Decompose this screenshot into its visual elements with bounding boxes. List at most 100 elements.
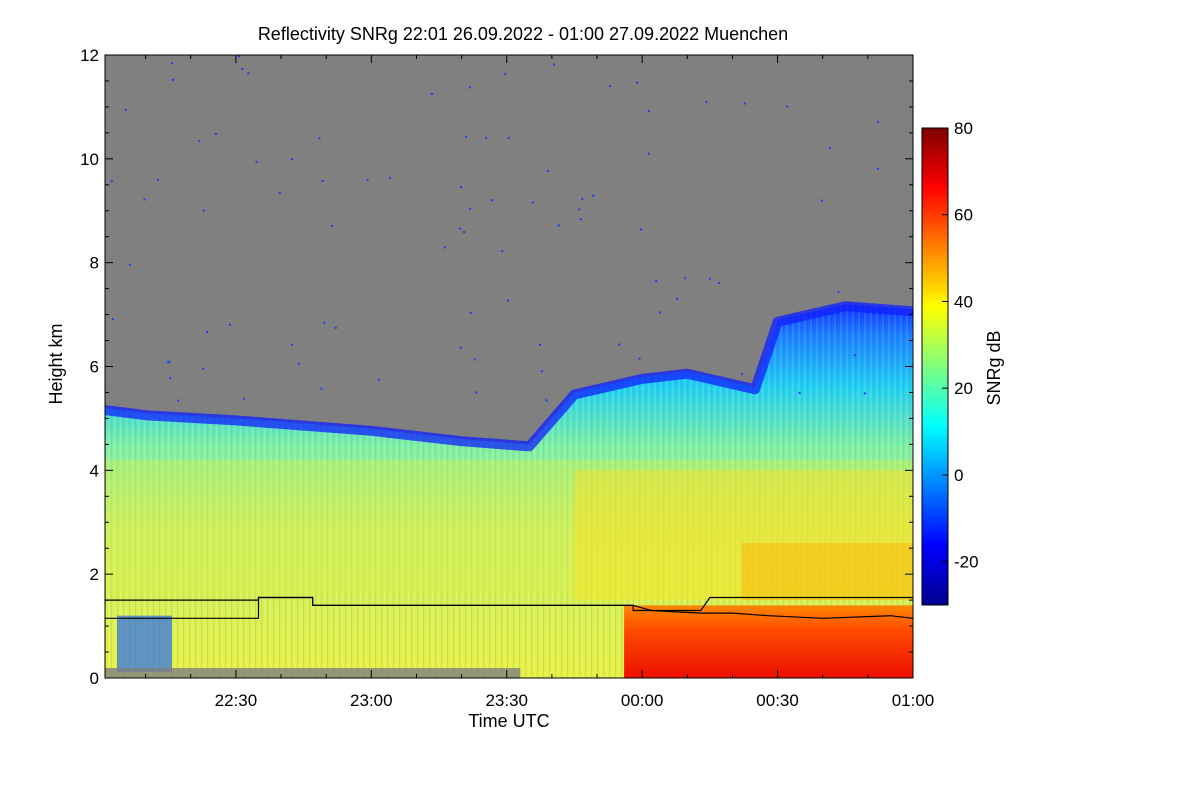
- noise-speckle: [459, 227, 462, 230]
- noise-speckle: [110, 180, 113, 183]
- noise-speckle: [330, 224, 333, 227]
- melting-layer-band: [574, 470, 913, 601]
- noise-speckle: [459, 346, 462, 349]
- noise-speckle: [708, 277, 711, 280]
- colorbar: -20 0 20 40 60 80 SNRg dB: [921, 119, 1004, 606]
- noise-speckle: [475, 391, 478, 394]
- noise-speckle: [229, 323, 232, 326]
- plot-area: [105, 55, 913, 678]
- colorbar-tick-label: 60: [954, 206, 973, 225]
- y-tick-label: 6: [90, 358, 99, 377]
- y-tick-label: 4: [90, 461, 99, 480]
- noise-speckle: [168, 360, 171, 363]
- noise-speckle: [291, 158, 294, 160]
- noise-speckle: [318, 137, 321, 140]
- noise-speckle: [507, 136, 510, 139]
- surface-clutter: [105, 668, 521, 678]
- noise-speckle: [241, 68, 244, 70]
- noise-speckle: [876, 168, 879, 170]
- lower-cloud-band: [105, 459, 913, 595]
- noise-speckle: [473, 358, 476, 361]
- noise-speckle: [853, 354, 856, 357]
- y-tick-label: 12: [80, 46, 99, 65]
- noise-speckle: [278, 191, 281, 194]
- y-tick-label: 8: [90, 254, 99, 273]
- noise-speckle: [501, 250, 504, 253]
- noise-speckle: [539, 344, 541, 346]
- noise-speckle: [171, 62, 174, 65]
- colorbar-tick-label: 20: [954, 379, 973, 398]
- noise-speckle: [504, 73, 507, 76]
- upper-rain-band: [741, 543, 913, 601]
- noise-speckle: [460, 186, 463, 189]
- noise-speckle: [837, 290, 840, 293]
- noise-speckle: [206, 330, 209, 333]
- noise-speckle: [639, 228, 642, 231]
- x-tick-label: 00:00: [621, 691, 664, 710]
- noise-speckle: [655, 280, 658, 282]
- noise-speckle: [705, 100, 708, 103]
- noise-speckles: [110, 55, 880, 402]
- noise-speckle: [676, 297, 679, 300]
- noise-speckle: [579, 218, 582, 221]
- noise-speckle: [659, 311, 662, 314]
- noise-speckle: [638, 357, 641, 360]
- noise-speckle: [741, 373, 744, 376]
- noise-speckle: [469, 312, 472, 314]
- noise-speckle: [214, 132, 217, 135]
- cloud-top-edge: [105, 301, 913, 452]
- colorbar-ticks: -20 0 20 40 60 80: [942, 119, 979, 572]
- noise-speckle: [647, 110, 650, 112]
- noise-speckle: [829, 147, 832, 149]
- x-tick-label: 22:30: [215, 691, 258, 710]
- noise-speckle: [820, 199, 823, 202]
- noise-speckle: [541, 370, 544, 373]
- noise-speckle: [202, 367, 205, 370]
- noise-speckle: [124, 108, 127, 111]
- noise-speckle: [128, 263, 131, 266]
- noise-speckle: [553, 63, 556, 66]
- noise-speckle: [463, 231, 466, 234]
- x-axis-label: Time UTC: [468, 711, 549, 731]
- noise-speckle: [366, 179, 369, 182]
- noise-speckle: [321, 180, 324, 182]
- noise-speckle: [877, 120, 880, 123]
- noise-speckle: [198, 139, 201, 142]
- noise-speckle: [636, 81, 639, 84]
- cloud-fall-streaks: [105, 304, 913, 678]
- rain-below-melting-layer: [624, 605, 913, 678]
- noise-speckle: [143, 198, 146, 201]
- noise-speckle: [177, 399, 180, 402]
- noise-speckle: [377, 378, 380, 381]
- noise-speckle: [297, 362, 300, 365]
- noise-speckle: [743, 102, 746, 105]
- colorbar-tick-label: 80: [954, 119, 973, 138]
- y-tick-label: 10: [80, 150, 99, 169]
- noise-speckle: [320, 387, 323, 390]
- noise-speckle: [618, 343, 621, 346]
- series-line-2: [105, 596, 913, 619]
- colorbar-label: SNRg dB: [984, 330, 1004, 405]
- noise-speckle: [167, 361, 170, 364]
- y-tick-label: 0: [90, 669, 99, 688]
- noise-speckle: [468, 86, 471, 89]
- y-axis-label: Height km: [46, 323, 66, 404]
- noise-speckle: [863, 392, 866, 395]
- noise-speckle: [202, 209, 205, 212]
- noise-speckle: [290, 343, 293, 346]
- x-axis: 22:30 23:00 23:30 00:00 00:30 01:00: [145, 55, 934, 710]
- noise-speckle: [647, 152, 650, 155]
- noise-speckle: [786, 105, 789, 108]
- chart-title: Reflectivity SNRg 22:01 26.09.2022 - 01:…: [258, 24, 788, 44]
- noise-speckle: [238, 55, 240, 58]
- noise-speckle: [389, 176, 392, 179]
- series-lines: [105, 596, 913, 619]
- noise-speckle: [609, 85, 612, 87]
- noise-speckle: [491, 199, 494, 202]
- noise-speckle: [485, 137, 488, 140]
- colorbar-tick-label: -20: [954, 553, 979, 572]
- noise-speckle: [581, 197, 584, 200]
- noise-speckle: [578, 208, 581, 211]
- noise-speckle: [545, 399, 548, 402]
